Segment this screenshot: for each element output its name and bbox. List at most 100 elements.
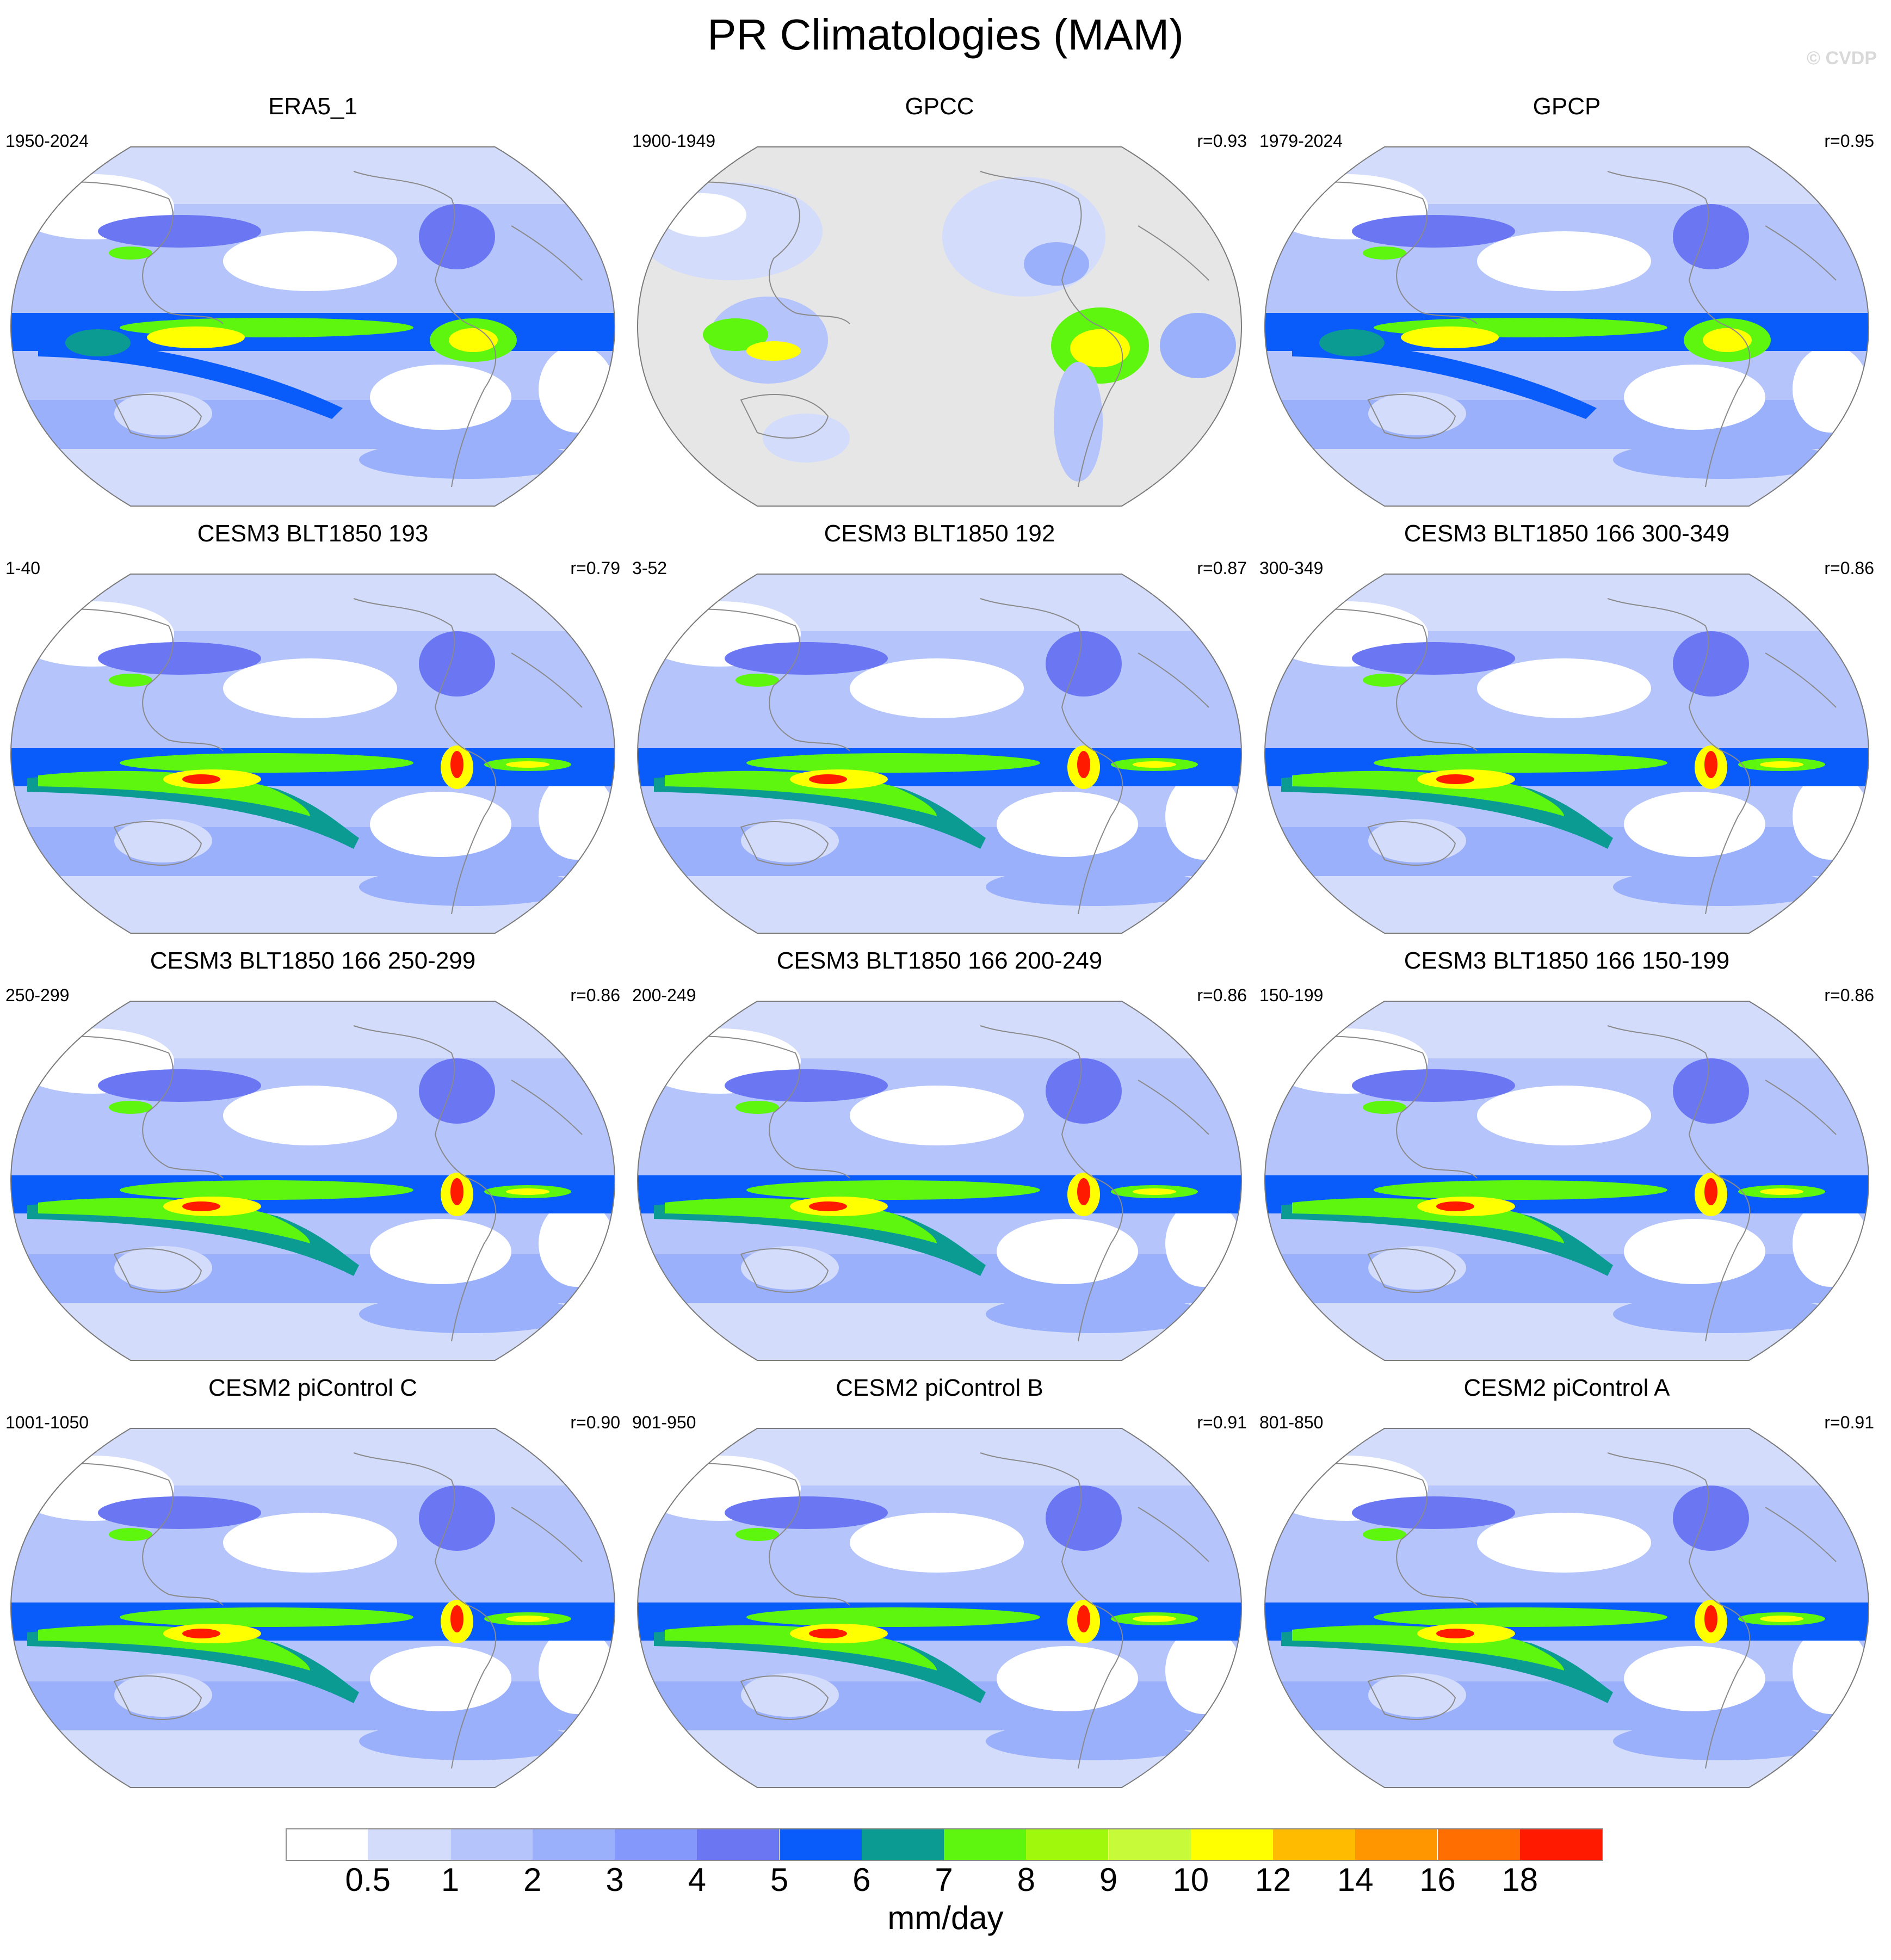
colorbar-tick-label: 14 — [1337, 1862, 1374, 1898]
panel-period: 1900-1949 — [632, 131, 716, 151]
panel-title: CESM3 BLT1850 166 200-249 — [776, 947, 1103, 974]
colorbar-tick-label: 18 — [1501, 1862, 1538, 1898]
colorbar-swatch — [286, 1828, 368, 1860]
coastlines — [27, 598, 583, 915]
panel-period: 1001-1050 — [5, 1413, 89, 1432]
colorbar-swatch — [1108, 1828, 1191, 1860]
panel-correlation: r=0.86 — [1824, 985, 1874, 1005]
colorbar-swatch — [1519, 1828, 1602, 1860]
panel-title: GPCC — [905, 93, 974, 120]
map-panel: CESM3 BLT1850 166 150-199 150-199 r=0.86 — [1259, 947, 1874, 1374]
colorbar-tick-label: 12 — [1255, 1862, 1291, 1898]
coastlines — [1281, 598, 1837, 915]
panel-period: 801-850 — [1259, 1413, 1324, 1432]
precip-map — [1264, 146, 1870, 507]
colorbar-tick-label: 10 — [1172, 1862, 1209, 1898]
precip-map — [636, 574, 1243, 934]
colorbar-frame — [286, 1828, 1603, 1861]
panel-period: 200-249 — [632, 985, 696, 1005]
colorbar-swatch — [944, 1828, 1026, 1860]
panel-period: 1950-2024 — [5, 131, 89, 151]
coastlines — [27, 1025, 583, 1342]
coastlines — [653, 171, 1209, 488]
colorbar-swatch — [615, 1828, 697, 1860]
map-panel: GPCC 1900-1949 r=0.93 — [632, 93, 1247, 520]
precip-map — [636, 1001, 1243, 1361]
coastlines — [1281, 171, 1837, 488]
colorbar-swatch — [1355, 1828, 1438, 1860]
panel-period: 901-950 — [632, 1413, 696, 1432]
colorbar-swatch — [1437, 1828, 1520, 1860]
map-panel: CESM3 BLT1850 192 3-52 r=0.87 — [632, 520, 1247, 947]
colorbar — [286, 1828, 1602, 1861]
colorbar-swatch — [779, 1828, 862, 1860]
panel-correlation: r=0.93 — [1197, 131, 1247, 151]
panel-period: 300-349 — [1259, 558, 1324, 578]
panel-period: 1979-2024 — [1259, 131, 1343, 151]
map-panel: CESM2 piControl C 1001-1050 r=0.90 — [5, 1374, 620, 1801]
panel-title: CESM3 BLT1850 166 150-199 — [1404, 947, 1730, 974]
coastlines — [653, 1452, 1209, 1769]
precip-map — [1264, 1001, 1870, 1361]
precip-map — [1264, 574, 1870, 934]
panel-title: GPCP — [1532, 93, 1601, 120]
panel-period: 3-52 — [632, 558, 668, 578]
colorbar-swatch — [1273, 1828, 1355, 1860]
colorbar-tick-label: 1 — [441, 1862, 460, 1898]
panel-correlation: r=0.87 — [1197, 558, 1247, 578]
colorbar-tick-label: 2 — [523, 1862, 542, 1898]
coastlines — [653, 598, 1209, 915]
panel-title: CESM3 BLT1850 166 300-349 — [1404, 520, 1730, 547]
precip-map — [10, 1001, 616, 1361]
colorbar-swatch — [861, 1828, 944, 1860]
map-panel: ERA5_1 1950-2024 — [5, 93, 620, 520]
precip-map — [636, 146, 1243, 507]
panel-correlation: r=0.91 — [1824, 1413, 1874, 1432]
panel-period: 150-199 — [1259, 985, 1324, 1005]
cvdp-watermark: © CVDP — [1807, 48, 1877, 69]
panel-title: CESM3 BLT1850 166 250-299 — [150, 947, 476, 974]
colorbar-tick-label: 6 — [852, 1862, 871, 1898]
panel-correlation: r=0.86 — [1197, 985, 1247, 1005]
colorbar-tick-label: 0.5 — [345, 1862, 391, 1898]
coastlines — [27, 1452, 583, 1769]
precip-map — [10, 146, 616, 507]
panel-title: CESM2 piControl C — [208, 1375, 417, 1401]
panel-title: CESM3 BLT1850 192 — [824, 520, 1055, 547]
panel-correlation: r=0.86 — [1824, 558, 1874, 578]
precip-map — [636, 1428, 1243, 1788]
map-panel: GPCP 1979-2024 r=0.95 — [1259, 93, 1874, 520]
map-panel: CESM3 BLT1850 166 200-249 200-249 r=0.86 — [632, 947, 1247, 1374]
panel-correlation: r=0.86 — [570, 985, 620, 1005]
colorbar-swatch — [368, 1828, 450, 1860]
precip-map — [10, 1428, 616, 1788]
panel-correlation: r=0.91 — [1197, 1413, 1247, 1432]
panel-period: 250-299 — [5, 985, 70, 1005]
colorbar-swatch — [697, 1828, 780, 1860]
colorbar-swatch — [450, 1828, 533, 1860]
precip-map — [1264, 1428, 1870, 1788]
colorbar-tick-label: 16 — [1419, 1862, 1456, 1898]
map-panel: CESM3 BLT1850 166 250-299 250-299 r=0.86 — [5, 947, 620, 1374]
coastlines — [653, 1025, 1209, 1342]
colorbar-tick-label: 7 — [935, 1862, 953, 1898]
colorbar-swatch — [1026, 1828, 1109, 1860]
colorbar-units: mm/day — [887, 1900, 1004, 1936]
colorbar-swatch — [1190, 1828, 1273, 1860]
colorbar-tick-label: 3 — [605, 1862, 624, 1898]
panel-correlation: r=0.95 — [1824, 131, 1874, 151]
panel-correlation: r=0.79 — [570, 558, 620, 578]
colorbar-swatch — [532, 1828, 615, 1860]
colorbar-tick-label: 5 — [770, 1862, 789, 1898]
panel-title: CESM3 BLT1850 193 — [197, 520, 429, 547]
map-panel: CESM2 piControl A 801-850 r=0.91 — [1259, 1374, 1874, 1801]
coastlines — [1281, 1025, 1837, 1342]
map-panel: CESM2 piControl B 901-950 r=0.91 — [632, 1374, 1247, 1801]
colorbar-tick-label: 4 — [688, 1862, 706, 1898]
colorbar-tick-label: 8 — [1017, 1862, 1035, 1898]
panel-period: 1-40 — [5, 558, 41, 578]
coastlines — [27, 171, 583, 488]
panel-correlation: r=0.90 — [570, 1413, 620, 1432]
coastlines — [1281, 1452, 1837, 1769]
panel-title: ERA5_1 — [268, 93, 357, 120]
